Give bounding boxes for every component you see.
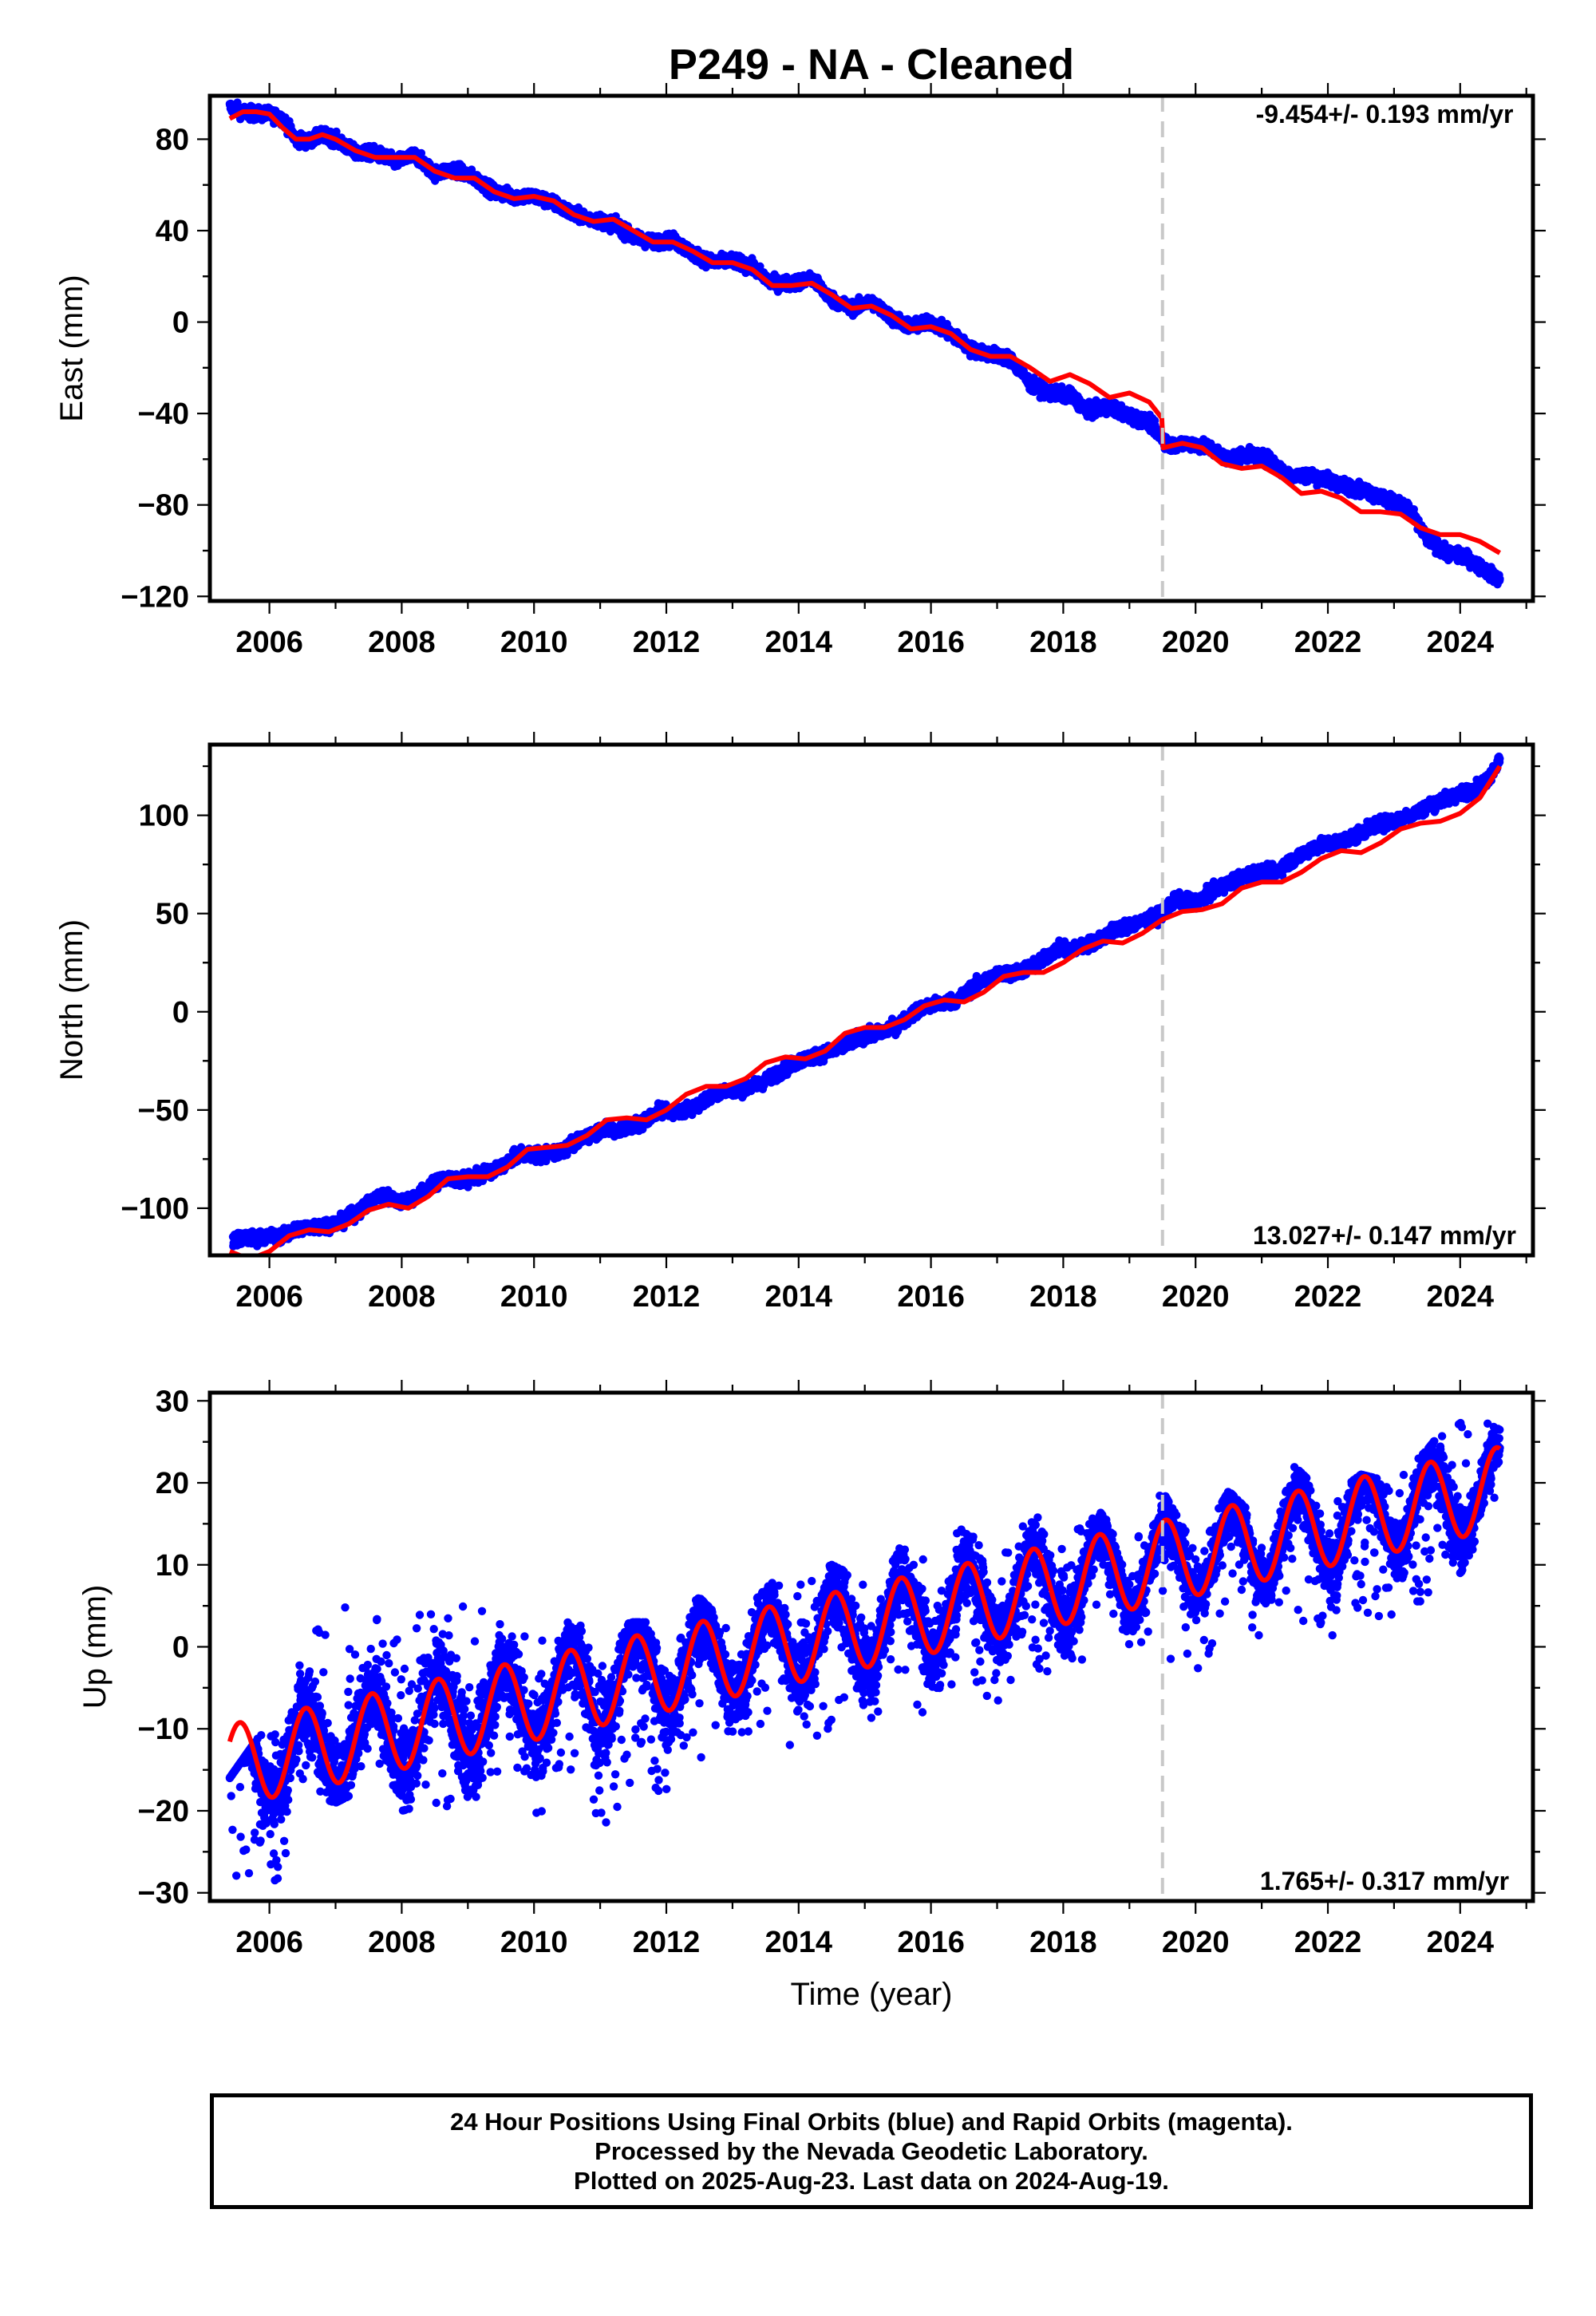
x-tick-label: 2022	[1294, 626, 1362, 659]
y-tick-label: 40	[156, 215, 189, 248]
plot-area	[228, 745, 1504, 1255]
east-panel: 2006 2008 2010 2012 2014 2016 2018 2020 2022 2024…	[54, 83, 1546, 659]
observation-dot	[417, 148, 426, 158]
y-tick-label: −40	[138, 397, 189, 431]
x-tick-label: 2012	[633, 626, 701, 659]
x-tick-label: 2006	[235, 626, 303, 659]
x-tick-label: 2008	[368, 626, 436, 659]
observation-dot	[1495, 575, 1504, 583]
x-tick-label: 2016	[897, 626, 965, 659]
figure-title: P249 - NA - Cleaned	[669, 41, 1074, 89]
x-tick-label: 2024	[1427, 626, 1495, 659]
model-line	[228, 109, 1502, 555]
observation-dots	[228, 752, 1504, 1251]
plot-area	[225, 96, 1504, 601]
north-panel: 2006 2008 2010 2012 2014 2016 2018 2020 2022 2024…	[54, 732, 1546, 1314]
y-tick-label: 0	[172, 306, 189, 340]
y-tick-label: −120	[120, 580, 189, 614]
x-tick-label: 2010	[500, 626, 568, 659]
velocity-label: -9.454+/- 0.193 mm/yr	[1256, 100, 1514, 128]
x-tick-label: 2020	[1162, 626, 1230, 659]
x-tick-label: 2018	[1029, 626, 1097, 659]
observation-dots	[225, 98, 1504, 589]
y-tick-label: −80	[138, 489, 189, 523]
x-tick-label: 2014	[765, 626, 833, 659]
y-axis-label: East (mm)	[54, 275, 89, 421]
panel-frame	[207, 93, 1535, 603]
y-tick-label: 80	[156, 123, 189, 156]
